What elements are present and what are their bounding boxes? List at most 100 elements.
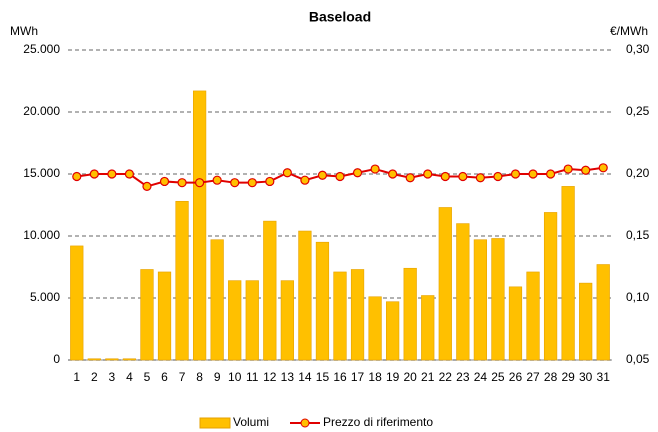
- x-tick-label: 12: [263, 370, 277, 384]
- bar: [456, 223, 470, 361]
- x-tick-label: 20: [404, 370, 418, 384]
- bar: [421, 295, 435, 361]
- bar: [491, 238, 505, 361]
- x-tick-label: 28: [544, 370, 558, 384]
- line-marker: [458, 171, 468, 182]
- x-tick-label: 25: [491, 370, 505, 384]
- x-tick-label: 19: [386, 370, 400, 384]
- line-marker: [352, 168, 363, 178]
- x-tick-label: 29: [561, 370, 575, 384]
- y2-tick-label: 0,10: [626, 290, 650, 304]
- bar: [473, 239, 488, 361]
- x-tick-label: 7: [179, 370, 186, 384]
- line-marker: [388, 169, 398, 179]
- bar: [298, 230, 312, 361]
- x-tick-label: 24: [474, 370, 488, 384]
- y2-tick-label: 0,20: [626, 166, 650, 180]
- bar: [105, 358, 119, 361]
- x-tick-label: 23: [456, 370, 470, 384]
- bar: [543, 212, 558, 361]
- x-tick-label: 15: [316, 370, 330, 384]
- x-tick-label: 31: [597, 370, 611, 384]
- bar: [561, 186, 575, 361]
- bar: [245, 280, 259, 361]
- legend-marker: [300, 418, 310, 428]
- line-marker: [300, 175, 310, 185]
- bar: [386, 301, 400, 361]
- bar: [438, 207, 452, 361]
- y2-tick-label: 0,15: [626, 228, 650, 242]
- line-marker: [317, 170, 328, 180]
- bar: [526, 271, 540, 361]
- line-marker: [563, 164, 573, 174]
- y2-tick-label: 0,25: [626, 104, 650, 118]
- line-marker: [107, 169, 117, 179]
- line-marker: [598, 163, 608, 173]
- line-marker: [440, 171, 450, 182]
- y-axis-label: MWh: [10, 24, 38, 38]
- line-marker: [545, 169, 556, 179]
- line-marker: [72, 171, 82, 182]
- y-tick-label: 0: [53, 352, 60, 366]
- x-tick-label: 5: [144, 370, 151, 384]
- line-marker: [475, 173, 485, 183]
- x-tick-label: 1: [73, 370, 80, 384]
- bar: [315, 241, 330, 361]
- x-tick-label: 3: [109, 370, 116, 384]
- legend-label: Prezzo di riferimento: [323, 415, 433, 429]
- x-tick-label: 16: [333, 370, 347, 384]
- line-marker: [142, 181, 152, 191]
- y-tick-label: 25.000: [23, 42, 60, 56]
- bar: [157, 271, 172, 361]
- line-marker: [230, 178, 240, 188]
- legend-swatch: [199, 417, 231, 429]
- bar: [280, 280, 294, 361]
- bar: [228, 280, 242, 361]
- bar: [403, 267, 417, 361]
- bar: [263, 220, 277, 361]
- y2-axis-label: €/MWh: [610, 24, 648, 38]
- bar: [350, 269, 365, 361]
- x-tick-label: 21: [421, 370, 435, 384]
- bar: [333, 271, 347, 361]
- line-marker: [177, 178, 187, 188]
- bar: [596, 264, 610, 361]
- x-tick-label: 17: [351, 370, 365, 384]
- line-marker: [282, 168, 292, 178]
- bar: [87, 358, 101, 361]
- bar: [140, 269, 154, 361]
- bar: [192, 90, 207, 361]
- line-marker: [212, 175, 222, 185]
- x-tick-label: 14: [298, 370, 312, 384]
- bar: [508, 286, 523, 361]
- line-marker: [528, 169, 538, 179]
- line-marker: [493, 171, 503, 182]
- x-tick-label: 13: [281, 370, 295, 384]
- line-marker: [581, 165, 591, 175]
- x-tick-label: 9: [214, 370, 221, 384]
- x-tick-label: 6: [161, 370, 168, 384]
- line-marker: [159, 176, 170, 187]
- x-tick-label: 30: [579, 370, 593, 384]
- y-tick-label: 5.000: [30, 290, 60, 304]
- bar: [368, 296, 382, 361]
- x-tick-label: 26: [509, 370, 523, 384]
- line-marker: [370, 164, 380, 174]
- x-tick-label: 27: [526, 370, 540, 384]
- line-marker: [405, 173, 415, 183]
- x-tick-label: 8: [196, 370, 203, 384]
- line-marker: [510, 169, 521, 179]
- y-tick-label: 20.000: [23, 104, 60, 118]
- line-marker: [247, 178, 257, 188]
- line-marker: [335, 171, 345, 182]
- y-tick-label: 15.000: [23, 166, 60, 180]
- line-marker: [195, 178, 205, 188]
- bar: [579, 282, 593, 361]
- line-marker: [124, 169, 135, 179]
- x-tick-label: 22: [439, 370, 453, 384]
- x-tick-label: 10: [228, 370, 242, 384]
- line-marker: [265, 176, 275, 187]
- bar: [70, 245, 84, 361]
- y-tick-label: 10.000: [23, 228, 60, 242]
